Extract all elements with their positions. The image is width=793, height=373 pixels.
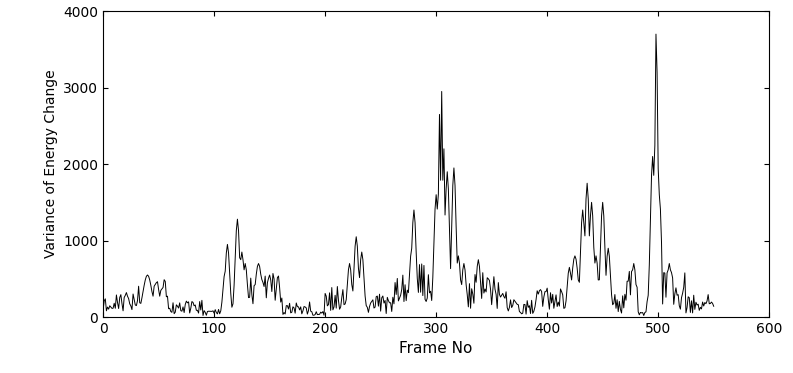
Y-axis label: Variance of Energy Change: Variance of Energy Change	[44, 70, 58, 258]
X-axis label: Frame No: Frame No	[400, 341, 473, 357]
